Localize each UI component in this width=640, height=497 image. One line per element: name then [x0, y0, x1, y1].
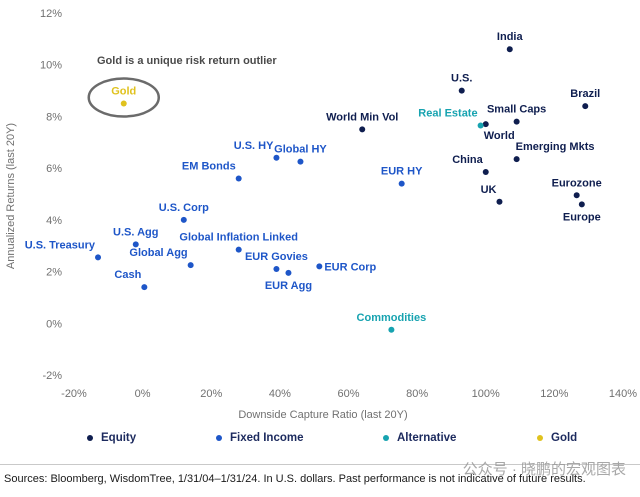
point-global-hy	[297, 158, 304, 165]
legend-dot-alternative	[383, 435, 389, 441]
label-world-min-vol: World Min Vol	[326, 111, 398, 123]
point-china	[482, 169, 489, 176]
label-emerging-mkts: Emerging Mkts	[516, 141, 595, 153]
x-tick-label: 40%	[269, 388, 291, 400]
legend-label-alternative: Alternative	[397, 432, 457, 444]
legend-label-equity: Equity	[101, 432, 137, 444]
gold-highlight-ellipse	[87, 77, 161, 118]
y-tick-label: 6%	[46, 163, 62, 175]
y-tick-label: 12%	[40, 8, 62, 20]
source-note: Sources: Bloomberg, WisdomTree, 1/31/04–…	[4, 473, 586, 485]
x-tick-label: -20%	[61, 388, 87, 400]
label-cash: Cash	[114, 269, 141, 281]
point-u-s-corp	[180, 216, 187, 223]
data-points: India U.S. Brazil Small Caps World World Min …	[25, 31, 602, 333]
y-tick-label: 4%	[46, 215, 62, 227]
label-eur-corp: EUR Corp	[324, 261, 376, 273]
annotation-text: Gold is a unique risk return outlier	[97, 55, 277, 67]
x-tick-label: 80%	[406, 388, 428, 400]
label-u-s-corp: U.S. Corp	[159, 202, 209, 214]
point-europe	[578, 201, 585, 208]
label-u-s-hy: U.S. HY	[234, 140, 274, 152]
point-u-s	[458, 87, 465, 94]
point-eur-agg	[285, 269, 292, 276]
label-u-s-agg: U.S. Agg	[113, 226, 158, 238]
y-tick-label: 8%	[46, 111, 62, 123]
y-tick-label: 0%	[46, 318, 62, 330]
footer-divider	[0, 464, 640, 465]
point-brazil	[582, 103, 589, 110]
label-eur-agg: EUR Agg	[265, 280, 312, 292]
label-brazil: Brazil	[570, 88, 600, 100]
label-china: China	[452, 154, 483, 166]
legend: Equity Fixed Income Alternative Gold	[0, 432, 640, 448]
point-small-caps	[513, 118, 520, 125]
label-global-inflation-linked: Global Inflation Linked	[179, 232, 298, 244]
label-eur-hy: EUR HY	[381, 166, 423, 178]
label-europe: Europe	[563, 211, 601, 223]
point-uk	[496, 198, 503, 205]
point-india	[506, 46, 513, 53]
label-em-bonds: EM Bonds	[182, 160, 236, 172]
point-u-s-treasury	[95, 254, 102, 261]
gold-outlier-annotation: Gold is a unique risk return outlier	[87, 55, 277, 118]
label-small-caps: Small Caps	[487, 104, 546, 116]
x-tick-label: 0%	[135, 388, 151, 400]
point-eur-hy	[398, 180, 405, 187]
x-axis-title: Downside Capture Ratio (last 20Y)	[238, 409, 407, 421]
label-eurozone: Eurozone	[552, 177, 602, 189]
x-axis-ticks: -20% 0% 20% 40% 60% 80% 100% 120% 140%	[61, 388, 637, 400]
point-eurozone	[573, 192, 580, 199]
point-eur-govies	[273, 265, 280, 272]
x-tick-label: 120%	[540, 388, 568, 400]
legend-item-gold: Gold	[537, 432, 577, 444]
legend-item-alternative: Alternative	[383, 432, 456, 444]
y-axis-ticks: -2% 0% 2% 4% 6% 8% 10% 12%	[40, 8, 62, 382]
legend-label-gold: Gold	[551, 432, 578, 444]
label-eur-govies: EUR Govies	[245, 251, 308, 263]
point-gold	[120, 100, 127, 107]
point-em-bonds	[235, 175, 242, 182]
label-world: World	[484, 130, 515, 142]
y-tick-label: 10%	[40, 60, 62, 72]
label-gold: Gold	[111, 86, 136, 98]
label-india: India	[497, 31, 524, 43]
point-commodities	[388, 326, 395, 333]
legend-dot-fixed-income	[216, 435, 222, 441]
x-tick-label: 140%	[609, 388, 637, 400]
label-global-agg: Global Agg	[129, 247, 187, 259]
label-u-s-treasury: U.S. Treasury	[25, 239, 96, 251]
scatter-chart: -2% 0% 2% 4% 6% 8% 10% 12% -20% 0% 20% 40% 60% 80% 10…	[5, 8, 637, 421]
y-tick-label: 2%	[46, 267, 62, 279]
point-u-s-hy	[273, 154, 280, 161]
legend-label-fixed-income: Fixed Income	[230, 432, 304, 444]
point-world	[482, 121, 489, 128]
x-tick-label: 20%	[200, 388, 222, 400]
label-global-hy: Global HY	[274, 144, 327, 156]
legend-dot-equity	[87, 435, 93, 441]
point-global-agg	[187, 262, 194, 269]
y-tick-label: -2%	[42, 370, 62, 382]
label-uk: UK	[481, 184, 497, 196]
label-u-s: U.S.	[451, 73, 472, 85]
y-axis-title: Annualized Returns (last 20Y)	[5, 123, 17, 269]
point-world-min-vol	[359, 126, 366, 133]
x-tick-label: 60%	[337, 388, 359, 400]
watermark: 公众号 · 晓鹏的宏观图表	[462, 461, 626, 478]
point-eur-corp	[316, 263, 323, 270]
point-emerging-mkts	[513, 156, 520, 163]
point-global-inflation-linked	[235, 246, 242, 253]
legend-item-fixed-income: Fixed Income	[216, 432, 304, 444]
point-real-estate	[477, 122, 484, 129]
legend-dot-gold	[537, 435, 543, 441]
label-real-estate: Real Estate	[418, 107, 477, 119]
legend-item-equity: Equity	[87, 432, 136, 444]
label-commodities: Commodities	[357, 312, 427, 324]
point-u-s-agg	[132, 241, 139, 248]
x-tick-label: 100%	[472, 388, 500, 400]
point-cash	[141, 284, 148, 291]
